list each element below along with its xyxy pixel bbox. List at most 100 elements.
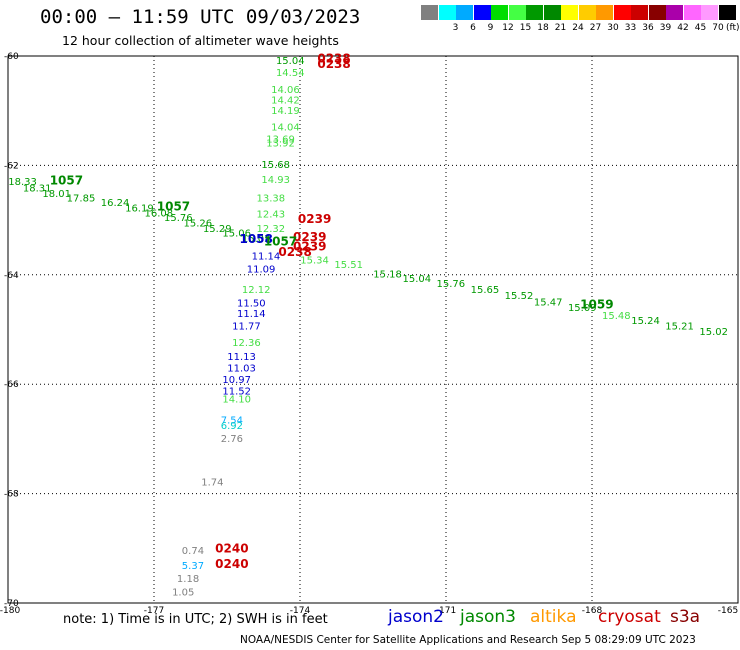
scale-swatch (613, 5, 631, 20)
wave-height-label: 11.14 (252, 251, 281, 262)
y-tick-label: -64 (4, 271, 19, 281)
wave-height-label: 12.32 (256, 224, 285, 235)
scale-label: 6 (470, 23, 476, 33)
wave-height-label: 15.21 (665, 322, 694, 333)
scale-swatch (631, 5, 648, 20)
scale-swatch (718, 5, 736, 20)
wave-height-label: 14.93 (261, 175, 290, 186)
scale-label: 27 (589, 23, 602, 33)
wave-height-label: 10.97 (222, 375, 251, 386)
wave-height-label: 17.85 (67, 194, 96, 205)
wave-height-label: 12.12 (242, 285, 271, 296)
x-tick-label: -168 (582, 606, 603, 616)
y-tick-label: -60 (4, 52, 19, 62)
wave-height-label: 15.26 (183, 219, 212, 230)
wave-height-label: 1.05 (172, 587, 194, 598)
scale-label: 45 (694, 23, 707, 33)
wave-height-label: 13.69 (266, 134, 295, 145)
pass-time-label: 1058 (239, 232, 272, 246)
scale-swatch (473, 5, 491, 20)
x-tick-label: -177 (144, 606, 164, 616)
scale-swatch (596, 5, 613, 20)
y-tick-label: -70 (4, 599, 19, 609)
scale-unit: (ft) (726, 23, 740, 33)
pass-time-label: 0240 (215, 542, 248, 556)
scale-swatch (456, 5, 473, 20)
scale-label: 3 (452, 23, 459, 33)
wave-height-label: 15.03 (242, 234, 271, 245)
wave-height-label: 14.19 (271, 106, 300, 117)
scale-label: 36 (642, 23, 654, 33)
wave-height-label: 15.02 (699, 327, 728, 338)
y-tick-label: -68 (4, 490, 19, 500)
x-tick-label: -171 (436, 606, 456, 616)
scale-swatch (561, 5, 578, 20)
wave-height-label: 15.29 (203, 224, 232, 235)
pass-time-label: 0238 (317, 57, 350, 71)
wave-height-label: 13.92 (266, 138, 295, 149)
scale-swatch (648, 5, 666, 20)
pass-time-label: 0239 (298, 212, 331, 226)
wave-height-label: 12.36 (232, 338, 261, 349)
page-subtitle: 12 hour collection of altimeter wave hei… (62, 33, 339, 48)
scale-label: 12 (502, 23, 514, 33)
scale-label: 24 (572, 23, 584, 33)
satellite-jason3: jason3 (460, 607, 516, 627)
wave-height-label: 1.18 (177, 574, 199, 585)
wave-height-label: 14.06 (271, 85, 300, 96)
scale-label: 21 (554, 23, 567, 33)
y-tick-label: -66 (4, 380, 19, 390)
scale-label: 39 (659, 23, 672, 33)
scale-swatch (666, 5, 683, 20)
pass-time-label: 1057 (157, 199, 190, 213)
scale-label: 15 (519, 23, 532, 33)
scale-label: 18 (537, 23, 549, 33)
wave-height-label: 15.09 (568, 303, 597, 314)
wave-height-label: 13.38 (256, 194, 285, 205)
x-tick-label: -165 (718, 606, 738, 616)
wave-height-label: 15.48 (602, 311, 631, 322)
satellite-s3a: s3a (670, 607, 701, 627)
pass-time-label: 1057 (264, 234, 297, 248)
wave-height-label: 15.68 (261, 160, 290, 171)
wave-height-label: 18.01 (42, 189, 71, 200)
wave-height-label: 5.37 (182, 561, 204, 572)
wave-height-label: 16.24 (101, 198, 130, 209)
page-title: 00:00 – 11:59 UTC 09/03/2023 (40, 6, 361, 28)
wave-height-label: 2.76 (221, 434, 243, 445)
wave-height-label: 16.19 (125, 203, 154, 214)
wave-height-label: 11.03 (227, 364, 256, 375)
scale-label: 42 (677, 23, 689, 33)
scale-swatch (508, 5, 526, 20)
satellite-jason2: jason2 (388, 607, 444, 627)
pass-time-label: 0238 (278, 245, 311, 259)
wave-height-label: 15.52 (505, 291, 534, 302)
wave-height-label: 14.54 (276, 68, 305, 79)
pass-time-label: 0239 (293, 230, 326, 244)
wave-height-label: 11.50 (237, 299, 266, 310)
pass-time-label: 0240 (215, 557, 248, 571)
scale-label: 70 (712, 23, 724, 33)
pass-time-label: 0239 (293, 240, 326, 254)
footer-note: note: 1) Time is in UTC; 2) SWH is in fe… (63, 612, 328, 627)
wave-height-label: 18.31 (23, 184, 52, 195)
scale-swatch (683, 5, 701, 20)
wave-height-label: 1.74 (201, 477, 223, 488)
wave-height-label: 14.04 (271, 122, 300, 133)
wave-height-label: 15.18 (373, 270, 402, 281)
wave-height-label: 15.04 (402, 274, 431, 285)
x-tick-label: -174 (290, 606, 311, 616)
scale-label: 33 (624, 23, 637, 33)
wave-height-label: 15.76 (437, 279, 466, 290)
scale-swatch (578, 5, 596, 20)
wave-height-label: 11.52 (222, 387, 251, 398)
wave-height-label: 16.08 (145, 208, 174, 219)
wave-height-label: 15.04 (276, 56, 305, 67)
wave-height-label: 15.65 (471, 285, 500, 296)
scale-swatch (701, 5, 718, 20)
satellite-altika: altika (530, 607, 577, 627)
scale-swatch (421, 5, 438, 20)
wave-height-label: 14.42 (271, 96, 300, 107)
wave-height-label: 15.76 (164, 213, 193, 224)
wave-height-label: 0.74 (182, 546, 204, 557)
